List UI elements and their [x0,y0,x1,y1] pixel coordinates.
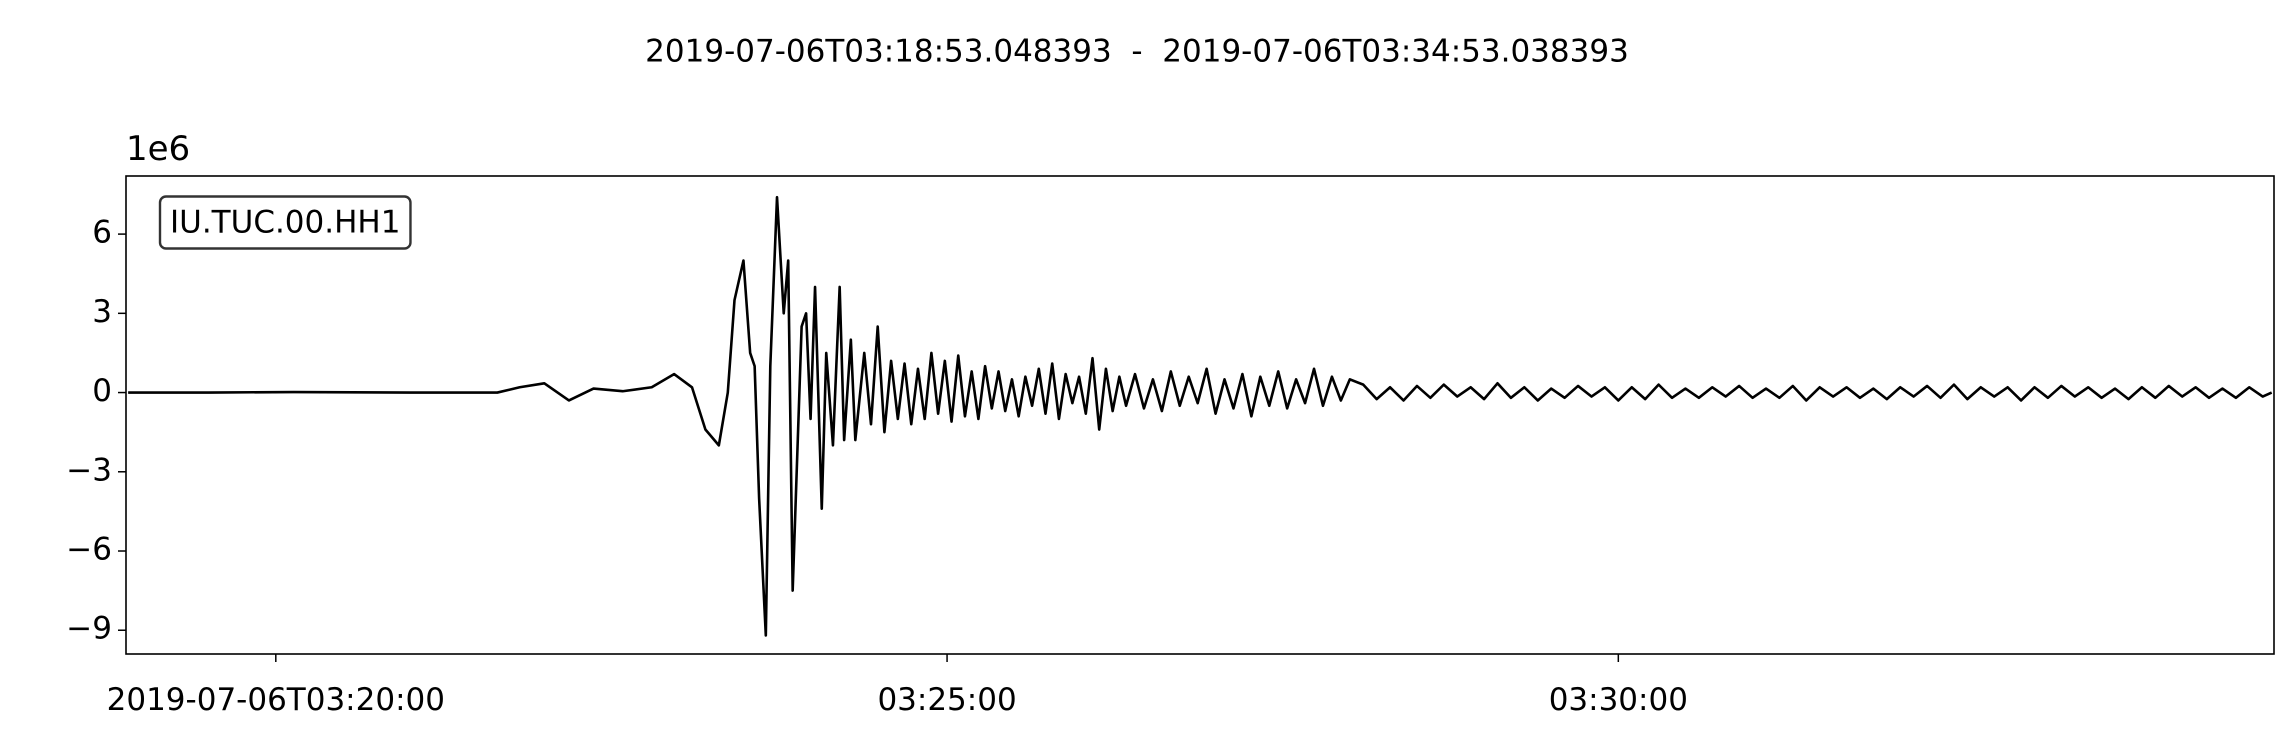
legend-label: IU.TUC.00.HH1 [170,205,400,241]
y-tick-label: 3 [92,294,112,330]
x-tick-label: 03:30:00 [1549,682,1688,718]
x-tick-label: 2019-07-06T03:20:00 [107,682,445,718]
y-tick-label: −6 [66,532,112,568]
y-tick-label: 0 [92,373,112,409]
y-tick-label: −3 [66,452,112,488]
legend-box [158,195,412,250]
y-offset-label: 1e6 [126,129,190,169]
y-tick-label: −9 [66,611,112,647]
axes-frame [125,175,2275,655]
chart-title: 2019-07-06T03:18:53.048393 - 2019-07-06T… [645,34,1629,70]
x-tick-label: 03:25:00 [877,682,1016,718]
waveform [128,195,2273,637]
y-tick-label: 6 [92,215,112,251]
